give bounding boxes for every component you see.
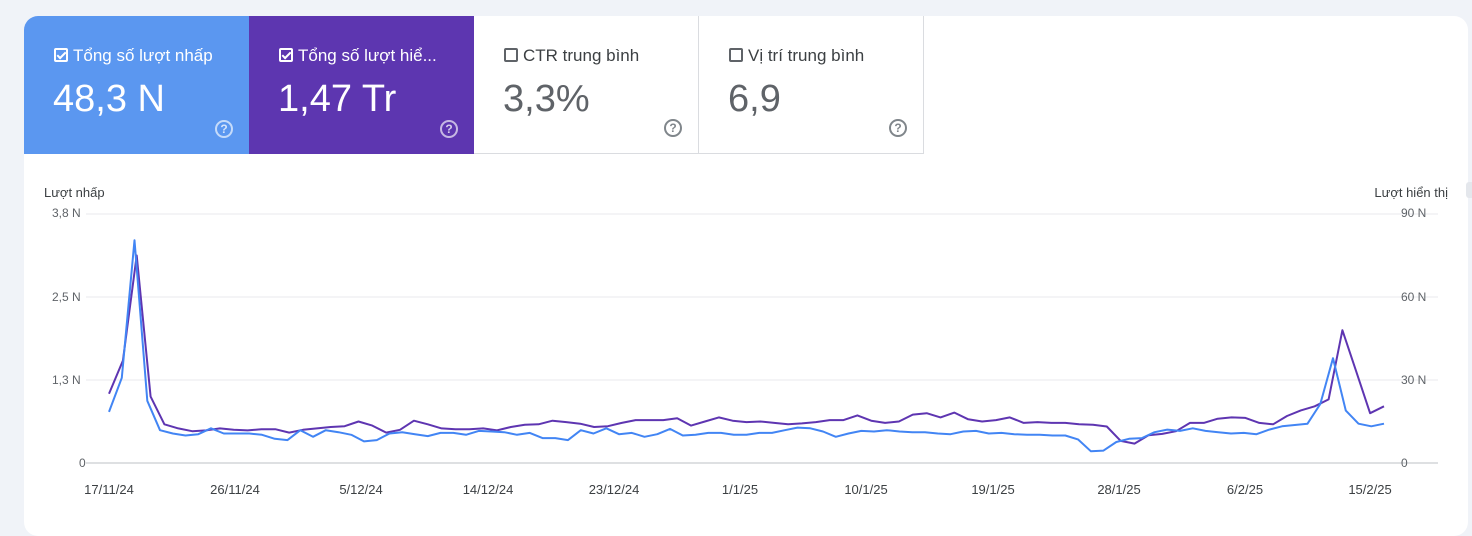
performance-chart (86, 213, 1438, 464)
x-tick-label: 26/11/24 (210, 482, 260, 497)
metric-value: 48,3 N (53, 78, 165, 120)
impressions-series-line (108, 254, 1385, 445)
clicks-series-line (108, 239, 1385, 453)
x-tick-label: 19/1/25 (971, 482, 1015, 497)
right-tick-label: 0 (1401, 456, 1408, 470)
x-tick-label: 17/11/24 (84, 482, 134, 497)
right-tick-label: 60 N (1401, 290, 1427, 304)
left-tick-label: 1,3 N (52, 373, 81, 387)
x-tick-label: 1/1/25 (721, 482, 759, 497)
metric-tile-average-position[interactable]: Vị trí trung bình 6,9 ? (699, 16, 924, 154)
x-tick-label: 10/1/25 (844, 482, 888, 497)
checkbox-checked-icon[interactable] (54, 48, 68, 62)
performance-card: Tổng số lượt nhấp 48,3 N ? Tổng số lượt … (24, 16, 1468, 536)
left-tick-label: 0 (79, 456, 86, 470)
x-tick-label: 6/2/25 (1226, 482, 1264, 497)
metric-value: 6,9 (728, 78, 781, 120)
metric-value: 3,3% (503, 78, 590, 120)
metric-tile-total-clicks[interactable]: Tổng số lượt nhấp 48,3 N ? (24, 16, 249, 154)
x-tick-label: 15/2/25 (1348, 482, 1392, 497)
checkbox-checked-icon[interactable] (279, 48, 293, 62)
metric-value: 1,47 Tr (278, 78, 397, 120)
right-axis-title: Lượt hiển thị (1374, 185, 1448, 200)
x-tick-label: 14/12/24 (462, 482, 514, 497)
metric-tile-average-ctr[interactable]: CTR trung bình 3,3% ? (474, 16, 699, 154)
left-tick-label: 2,5 N (52, 290, 81, 304)
metric-tiles: Tổng số lượt nhấp 48,3 N ? Tổng số lượt … (24, 16, 924, 154)
checkbox-unchecked-icon[interactable] (504, 48, 518, 62)
right-tick-label: 30 N (1401, 373, 1427, 387)
left-axis-title: Lượt nhấp (44, 185, 105, 200)
x-tick-label: 5/12/24 (339, 482, 383, 497)
scroll-handle[interactable] (1466, 182, 1472, 198)
checkbox-unchecked-icon[interactable] (729, 48, 743, 62)
right-tick-label: 90 N (1401, 206, 1427, 220)
x-tick-label: 23/12/24 (588, 482, 640, 497)
help-icon[interactable]: ? (440, 120, 458, 138)
metric-tile-total-impressions[interactable]: Tổng số lượt hiể... 1,47 Tr ? (249, 16, 474, 154)
help-icon[interactable]: ? (215, 120, 233, 138)
help-icon[interactable]: ? (664, 119, 682, 137)
x-tick-label: 28/1/25 (1097, 482, 1141, 497)
help-icon[interactable]: ? (889, 119, 907, 137)
left-tick-label: 3,8 N (52, 206, 81, 220)
